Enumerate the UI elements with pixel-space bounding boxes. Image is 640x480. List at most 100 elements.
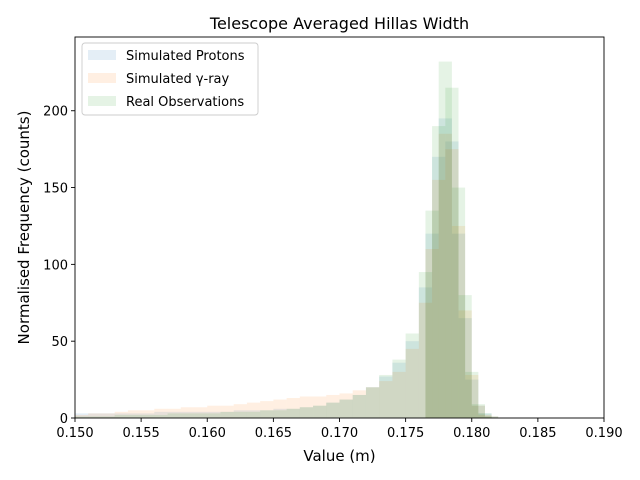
x-tick-label: 0.155 xyxy=(123,426,160,441)
histogram-bar xyxy=(392,359,406,418)
histogram-bar xyxy=(114,411,128,418)
histogram-bar xyxy=(438,118,452,418)
histogram-bar xyxy=(352,390,366,418)
x-tick-label: 0.160 xyxy=(189,426,226,441)
histogram-bar xyxy=(220,411,234,418)
histogram-bar xyxy=(141,414,155,418)
histogram-bar xyxy=(379,374,393,418)
histogram-bar xyxy=(339,399,353,418)
histogram-bar xyxy=(484,416,499,418)
histogram-bar xyxy=(260,401,274,418)
histogram-bar xyxy=(75,416,89,418)
histogram-bar xyxy=(194,413,208,418)
histogram-bar xyxy=(339,399,353,418)
histogram-bar xyxy=(451,187,466,418)
histogram-bar xyxy=(478,414,492,418)
legend: Simulated Protons Simulated γ-ray Real O… xyxy=(81,42,259,116)
histogram-bar xyxy=(194,411,208,418)
histogram-bar xyxy=(299,407,314,418)
histogram-bar xyxy=(438,61,452,418)
histogram-bar xyxy=(233,404,247,418)
histogram-bar xyxy=(425,233,439,418)
histogram-bar xyxy=(273,408,287,418)
histogram-bar xyxy=(194,407,208,418)
y-tick-label: 200 xyxy=(43,105,68,120)
histogram-bar xyxy=(484,416,499,418)
y-tick-label: 150 xyxy=(43,182,68,197)
histogram-bar xyxy=(471,405,485,418)
histogram-bar xyxy=(451,233,466,418)
histogram-bar xyxy=(127,410,142,418)
histogram-bar xyxy=(478,413,492,418)
histogram-bar xyxy=(432,179,446,418)
x-tick-label: 0.170 xyxy=(321,426,358,441)
histogram-bar xyxy=(326,402,340,418)
histogram-bar xyxy=(365,387,380,418)
legend-label-gamma: Simulated γ-ray xyxy=(126,72,230,87)
histogram-bar xyxy=(313,405,327,418)
histogram-bar xyxy=(418,302,433,418)
histogram-bar xyxy=(392,362,406,418)
histogram-bar xyxy=(365,387,380,418)
histogram-bar xyxy=(233,410,247,418)
histogram-bar xyxy=(352,394,366,418)
histogram-bar xyxy=(432,126,446,419)
histogram-bar xyxy=(180,407,195,418)
histogram-bar xyxy=(141,413,155,418)
histogram-bar xyxy=(313,396,327,418)
y-tick-label: 100 xyxy=(43,258,68,273)
histogram-bar xyxy=(392,371,406,418)
histogram-bar xyxy=(246,402,261,418)
histogram-bar xyxy=(180,411,195,418)
histogram-bar xyxy=(352,394,366,418)
histogram-bar xyxy=(458,318,472,418)
histogram-bar xyxy=(286,408,300,418)
histogram-bar xyxy=(101,416,115,418)
y-axis-ticks: 0 50 100 150 200 xyxy=(43,105,75,427)
histogram-bar xyxy=(326,394,340,418)
y-tick-label: 0 xyxy=(60,412,68,427)
histogram-bar xyxy=(220,405,234,418)
histogram-bar xyxy=(286,408,300,418)
histogram-bar xyxy=(88,413,102,418)
histogram-bar xyxy=(313,405,327,418)
histogram-bar xyxy=(465,379,479,418)
histogram-bar xyxy=(127,413,142,418)
histogram-bar xyxy=(484,416,499,418)
histogram-bar xyxy=(246,411,261,418)
legend-swatch-protons xyxy=(88,50,116,60)
histogram-bar xyxy=(299,407,314,418)
histogram-bar xyxy=(167,408,181,418)
histogram-bar xyxy=(326,402,340,418)
histogram-bar xyxy=(180,413,195,418)
histogram-bar xyxy=(260,410,274,418)
histogram-bar xyxy=(75,413,89,418)
histogram-bar xyxy=(379,381,393,418)
histogram-bar xyxy=(405,333,419,418)
histogram-bar xyxy=(273,410,287,418)
histogram-bar xyxy=(458,295,472,418)
histogram-bar xyxy=(154,408,168,418)
histogram-bar xyxy=(418,287,433,418)
histogram-bar xyxy=(75,414,89,418)
legend-swatch-gamma xyxy=(88,73,116,83)
histogram-bar xyxy=(141,410,155,418)
histogram-bar xyxy=(114,413,128,418)
histogram-bar xyxy=(286,398,300,418)
histogram-bar xyxy=(273,399,287,418)
histogram-bars xyxy=(75,61,499,419)
histogram-bar xyxy=(154,414,168,418)
histogram-bar xyxy=(478,413,492,418)
histogram-bar xyxy=(445,149,459,418)
histogram-bar xyxy=(445,141,459,418)
histogram-bar xyxy=(438,133,452,418)
histogram-bar xyxy=(418,272,433,418)
histogram-bar xyxy=(458,310,472,418)
histogram-bar xyxy=(101,413,115,418)
histogram-bar xyxy=(207,413,221,418)
x-tick-label: 0.165 xyxy=(255,426,292,441)
histogram-bar xyxy=(260,410,274,418)
legend-swatch-observations xyxy=(88,96,116,106)
histogram-bar xyxy=(465,371,479,418)
